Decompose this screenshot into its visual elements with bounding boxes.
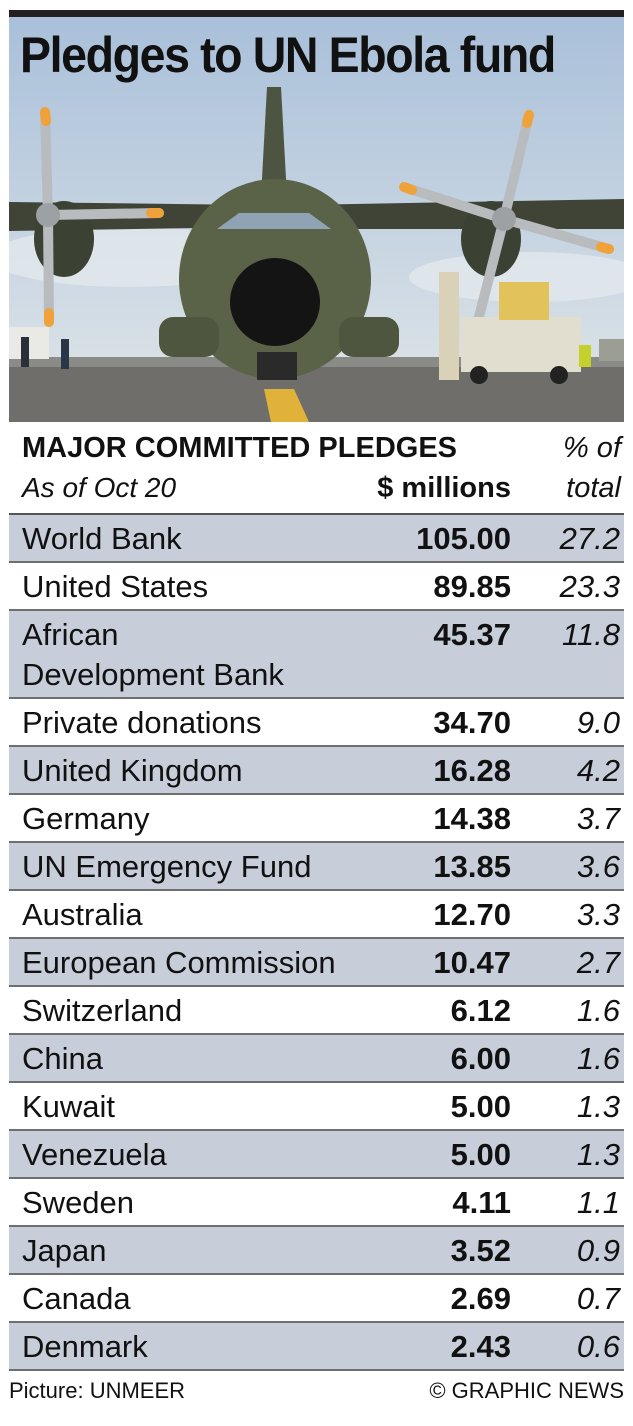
table-row: Australia 12.70 3.3 (9, 891, 624, 939)
pledge-amount: 5.00 (450, 1137, 511, 1172)
pledge-amount: 3.52 (450, 1233, 511, 1268)
donor-name: Private donations (22, 705, 262, 740)
table-row: United States 89.85 23.3 (9, 563, 624, 611)
pledge-percent: 4.2 (576, 753, 620, 788)
table-row: Private donations 34.70 9.0 (9, 699, 624, 747)
table-row: Sweden 4.11 1.1 (9, 1179, 624, 1227)
donor-name: Sweden (22, 1185, 135, 1220)
table-row: Kuwait 5.00 1.3 (9, 1083, 624, 1131)
pledge-percent: 0.9 (576, 1233, 620, 1268)
pct-column-header-line2: total (566, 472, 621, 504)
pledge-amount: 2.43 (450, 1329, 511, 1364)
donor-name: Germany (22, 801, 150, 836)
pledge-amount: 2.69 (450, 1281, 511, 1316)
table-title: MAJOR COMMITTED PLEDGES (22, 432, 458, 464)
amount-column-header: $ millions (377, 472, 511, 504)
donor-name-line1: African (22, 617, 119, 652)
pledge-percent: 0.7 (576, 1281, 620, 1316)
donor-name: Australia (22, 897, 143, 932)
donor-name: European Commission (22, 945, 336, 980)
table-row: African Development Bank 45.37 11.8 (9, 611, 624, 699)
pct-column-header-line1: % of (562, 432, 621, 464)
photo-credit: Picture: UNMEER (9, 1378, 186, 1403)
table-row: UN Emergency Fund 13.85 3.6 (9, 843, 624, 891)
pledge-percent: 2.7 (576, 945, 620, 980)
pledge-percent: 1.1 (576, 1185, 620, 1220)
pledge-amount: 12.70 (433, 897, 511, 932)
pledge-amount: 6.00 (450, 1041, 511, 1076)
pledge-amount: 14.38 (433, 801, 511, 836)
cargo-plane-photo (9, 17, 624, 422)
table-row: Switzerland 6.12 1.6 (9, 987, 624, 1035)
pledges-table: World Bank 105.00 27.2 United States 89.… (9, 513, 624, 1371)
donor-name: United Kingdom (22, 753, 243, 788)
table-row: Japan 3.52 0.9 (9, 1227, 624, 1275)
pledge-amount: 10.47 (433, 945, 511, 980)
pledge-percent: 11.8 (561, 617, 620, 652)
donor-name: Canada (22, 1281, 131, 1316)
pledge-percent: 23.3 (559, 569, 620, 604)
pledge-percent: 3.7 (576, 801, 620, 836)
table-row: Germany 14.38 3.7 (9, 795, 624, 843)
pledge-percent: 1.3 (576, 1089, 620, 1124)
donor-name-line2: Development Bank (22, 657, 284, 692)
donor-name: Switzerland (22, 993, 183, 1028)
table-row: United Kingdom 16.28 4.2 (9, 747, 624, 795)
table-row: Venezuela 5.00 1.3 (9, 1131, 624, 1179)
table-subtitle: As of Oct 20 (22, 472, 177, 503)
pledge-percent: 3.6 (576, 849, 620, 884)
pledge-amount: 89.85 (433, 569, 511, 604)
pledge-amount: 4.11 (452, 1185, 511, 1220)
pledge-percent: 9.0 (576, 705, 620, 740)
source-credit: © GRAPHIC NEWS (429, 1378, 624, 1403)
pledge-amount: 5.00 (450, 1089, 511, 1124)
pledge-amount: 16.28 (433, 753, 511, 788)
pledge-percent: 1.3 (576, 1137, 620, 1172)
table-row: Canada 2.69 0.7 (9, 1275, 624, 1323)
donor-name: Venezuela (22, 1137, 167, 1172)
headline: Pledges to UN Ebola fund (20, 27, 556, 83)
table-row: European Commission 10.47 2.7 (9, 939, 624, 987)
table-row: Denmark 2.43 0.6 (9, 1323, 624, 1371)
table-row: World Bank 105.00 27.2 (9, 515, 624, 563)
donor-name: Kuwait (22, 1089, 116, 1124)
donor-name: Japan (22, 1233, 107, 1268)
pledge-amount: 6.12 (450, 993, 511, 1028)
pledge-percent: 27.2 (559, 521, 620, 556)
pledge-amount: 13.85 (433, 849, 511, 884)
donor-name: China (22, 1041, 103, 1076)
pledge-amount: 45.37 (433, 617, 511, 652)
pledge-percent: 1.6 (576, 1041, 620, 1076)
pledge-percent: 1.6 (576, 993, 620, 1028)
pledge-percent: 3.3 (576, 897, 620, 932)
pledge-percent: 0.6 (576, 1329, 620, 1364)
donor-name: United States (22, 569, 209, 604)
top-rule (9, 10, 624, 17)
table-row: China 6.00 1.6 (9, 1035, 624, 1083)
donor-name: World Bank (22, 521, 182, 556)
donor-name: Denmark (22, 1329, 148, 1364)
donor-name: UN Emergency Fund (22, 849, 312, 884)
pledge-amount: 34.70 (433, 705, 511, 740)
pledge-amount: 105.00 (416, 521, 511, 556)
